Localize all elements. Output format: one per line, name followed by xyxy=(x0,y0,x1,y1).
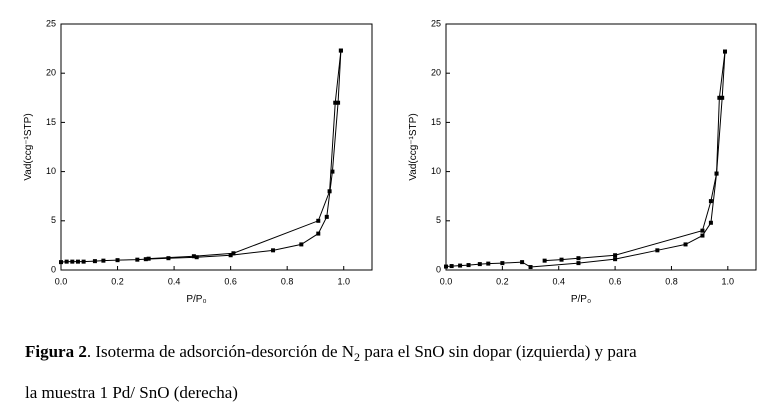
data-point xyxy=(333,100,338,105)
x-axis-label: P/P₀ xyxy=(186,294,206,305)
caption-line-1: Figura 2. Isoterma de adsorción-desorció… xyxy=(25,342,637,364)
data-point xyxy=(500,261,505,266)
data-point xyxy=(613,257,618,262)
data-point xyxy=(316,231,321,236)
data-point xyxy=(231,251,236,256)
isotherm-line xyxy=(445,51,726,268)
y-tick-label: 0 xyxy=(436,264,441,274)
x-tick-label: 0.2 xyxy=(111,276,124,286)
isotherm-line xyxy=(544,51,726,262)
data-point xyxy=(75,259,80,264)
data-point xyxy=(458,263,463,268)
x-tick-label: 0.2 xyxy=(496,276,509,286)
data-point xyxy=(92,259,97,264)
data-point xyxy=(146,256,151,261)
x-tick-label: 0.6 xyxy=(609,276,622,286)
data-point xyxy=(528,265,533,270)
data-point xyxy=(717,95,722,100)
data-point xyxy=(81,259,86,264)
data-point xyxy=(708,199,713,204)
caption-text: . Isoterma de adsorción-desorción de N xyxy=(87,342,354,361)
data-point xyxy=(520,260,525,265)
caption-text: para el SnO sin dopar (izquierda) y para xyxy=(360,342,637,361)
x-tick-label: 0.0 xyxy=(440,276,453,286)
x-tick-label: 0.6 xyxy=(224,276,237,286)
y-tick-label: 5 xyxy=(436,215,441,225)
x-tick-label: 0.4 xyxy=(168,276,181,286)
data-point xyxy=(330,169,335,174)
data-point xyxy=(316,218,321,223)
data-point xyxy=(655,248,660,253)
data-point xyxy=(700,228,705,233)
data-point xyxy=(143,257,148,262)
data-point xyxy=(194,255,199,260)
x-axis-label: P/P₀ xyxy=(571,294,591,305)
data-point xyxy=(449,264,454,269)
data-point xyxy=(700,233,705,238)
data-point xyxy=(486,261,491,266)
data-point xyxy=(613,253,618,258)
y-tick-label: 5 xyxy=(51,215,56,225)
caption-line-2: la muestra 1 Pd/ SnO (derecha) xyxy=(25,383,238,402)
y-tick-label: 0 xyxy=(51,264,56,274)
data-point xyxy=(723,49,727,54)
x-tick-label: 0.0 xyxy=(55,276,68,286)
data-point xyxy=(101,258,106,263)
data-point xyxy=(191,254,196,259)
x-tick-label: 0.8 xyxy=(281,276,294,286)
axes-frame xyxy=(445,23,757,271)
x-tick-label: 1.0 xyxy=(337,276,350,286)
y-tick-label: 25 xyxy=(431,18,441,28)
data-point xyxy=(135,257,140,262)
y-axis-label: Vad(ccg⁻¹STP) xyxy=(408,113,419,180)
data-point xyxy=(542,258,547,263)
x-tick-label: 1.0 xyxy=(722,276,735,286)
caption-subscript: 2 xyxy=(354,350,360,364)
caption-label: Figura 2 xyxy=(25,342,87,361)
data-point xyxy=(466,263,471,268)
data-point xyxy=(70,259,75,264)
data-point xyxy=(336,100,341,105)
y-tick-label: 15 xyxy=(431,117,441,127)
data-point xyxy=(559,257,564,262)
y-tick-label: 20 xyxy=(46,68,56,78)
data-point xyxy=(271,248,276,253)
data-point xyxy=(576,256,581,261)
data-point xyxy=(576,261,581,266)
data-point xyxy=(708,220,713,225)
y-tick-label: 20 xyxy=(431,68,441,78)
data-point xyxy=(115,258,120,263)
data-point xyxy=(338,48,343,53)
isotherm-line xyxy=(60,50,342,263)
data-point xyxy=(444,264,448,269)
data-point xyxy=(166,256,171,261)
data-point xyxy=(720,95,725,100)
axes-frame xyxy=(60,23,373,271)
x-tick-label: 0.8 xyxy=(665,276,678,286)
y-tick-label: 10 xyxy=(46,166,56,176)
data-point xyxy=(327,189,332,194)
data-point xyxy=(477,262,482,267)
isotherm-line xyxy=(148,50,342,260)
y-tick-label: 25 xyxy=(46,18,56,28)
data-point xyxy=(299,242,304,247)
data-point xyxy=(683,242,688,247)
data-point xyxy=(228,253,233,258)
y-tick-label: 15 xyxy=(46,117,56,127)
data-point xyxy=(64,259,69,264)
x-tick-label: 0.4 xyxy=(552,276,565,286)
data-point xyxy=(324,214,329,219)
y-axis-label: Vad(ccg⁻¹STP) xyxy=(23,113,34,180)
data-point xyxy=(59,260,63,265)
data-point xyxy=(714,171,719,176)
y-tick-label: 10 xyxy=(431,166,441,176)
